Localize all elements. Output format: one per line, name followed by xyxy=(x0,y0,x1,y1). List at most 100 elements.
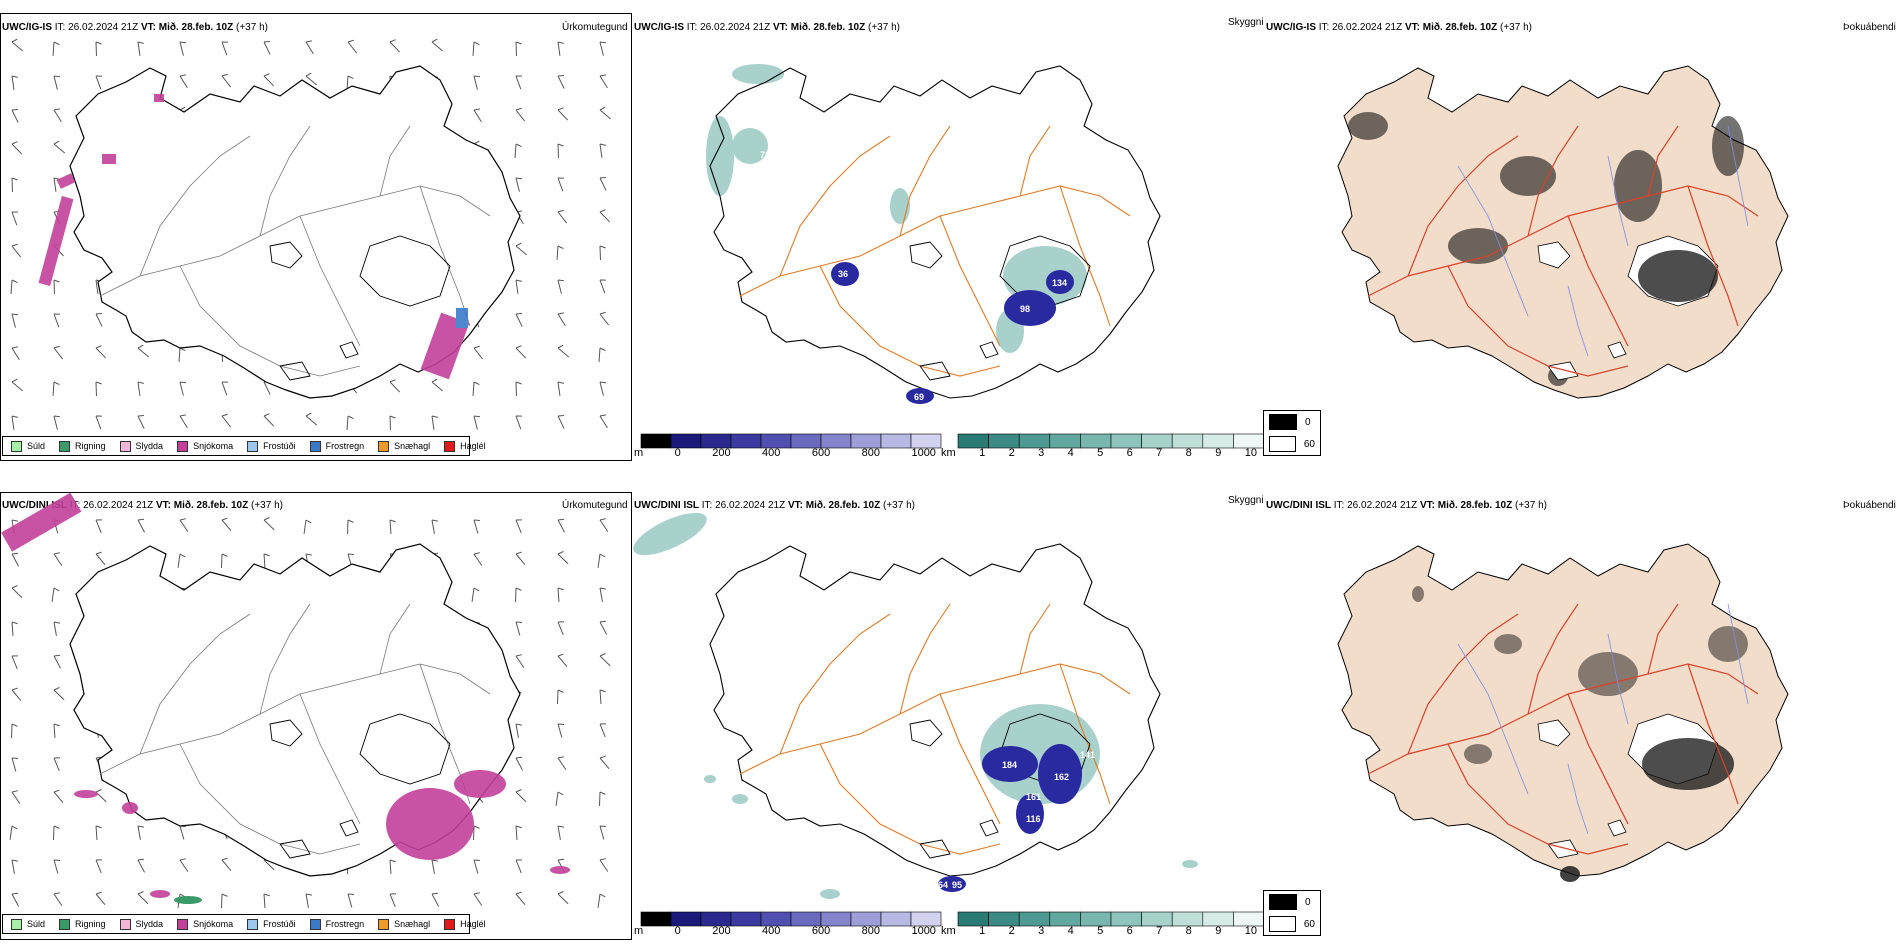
wind-barb-feather xyxy=(11,552,19,555)
init-time: IT: 26.02.2024 21Z xyxy=(1318,22,1403,33)
visibility-ticks: km 1 2 3 4 5 6 7 8 9 10 xyxy=(941,925,1257,937)
wind-barb xyxy=(179,381,184,396)
init-time: IT: 26.02.2024 21Z xyxy=(686,22,771,33)
wind-barb xyxy=(515,177,520,192)
wind-barb xyxy=(95,75,102,90)
tick: 2 xyxy=(1008,447,1015,459)
fog-map-1 xyxy=(1337,65,1789,399)
wind-barb-feather xyxy=(11,859,18,862)
iceland-coastline xyxy=(709,65,1161,399)
legend-item: Slydda xyxy=(119,918,163,930)
wind-barb xyxy=(473,415,478,430)
wind-barb xyxy=(179,41,184,56)
wind-barb xyxy=(11,655,18,670)
wind-barb-feather xyxy=(95,789,102,793)
wind-barb-feather xyxy=(599,620,607,623)
wind-barb xyxy=(11,859,15,874)
lead-time: (+37 h) xyxy=(868,22,900,33)
wind-barb-feather xyxy=(95,551,102,555)
tick: 3 xyxy=(1038,447,1045,459)
wind-barb xyxy=(137,859,146,873)
wind-barb xyxy=(473,859,479,874)
wind-barb-feather xyxy=(599,414,606,417)
wind-barb xyxy=(599,313,610,326)
wind-barb xyxy=(305,41,314,55)
legend-item: Rigning xyxy=(59,440,106,452)
wind-barb-feather xyxy=(599,755,606,759)
tick: 800 xyxy=(861,925,880,937)
colorbar-swatch xyxy=(790,433,822,449)
wind-barb-feather xyxy=(263,413,270,417)
vis-header-2: UWC/DINI ISL IT: 26.02.2024 21Z VT: Mið.… xyxy=(634,500,915,511)
wind-barb xyxy=(389,893,396,908)
wind-barb-feather xyxy=(53,108,60,111)
init-time: IT: 26.02.2024 21Z xyxy=(701,500,786,511)
wind-barb-feather xyxy=(557,312,564,315)
wind-barb-feather xyxy=(347,893,355,896)
colorbar-swatch xyxy=(1110,911,1142,927)
wind-barb-feather xyxy=(11,313,19,316)
wind-barb-feather xyxy=(137,891,144,895)
wind-barb xyxy=(473,75,478,90)
wind-barb-feather xyxy=(515,587,522,591)
wind-barb xyxy=(305,893,309,908)
wind-barb xyxy=(471,587,475,602)
wind-barb-feather xyxy=(515,41,522,45)
wind-barb xyxy=(305,75,318,86)
wind-barb-feather xyxy=(557,344,564,349)
legend-item: Frostregn xyxy=(309,918,364,930)
lead-time: (+37 h) xyxy=(1515,500,1547,511)
wind-barb xyxy=(599,689,602,705)
wind-barb xyxy=(599,757,610,770)
tick: 8 xyxy=(1185,447,1192,459)
roads xyxy=(739,603,1131,855)
roads xyxy=(1367,125,1759,377)
wind-barb xyxy=(515,415,522,430)
tick: 0 xyxy=(674,925,681,937)
wind-barb xyxy=(178,347,181,363)
wind-barb-feather xyxy=(599,74,606,77)
colorbar-swatch xyxy=(1080,433,1112,449)
wind-barb xyxy=(515,791,527,803)
wind-barb xyxy=(599,723,606,738)
wind-barb-feather xyxy=(221,517,228,521)
wind-barb xyxy=(137,825,141,840)
wind-barb xyxy=(599,825,605,840)
wind-barb-feather xyxy=(137,858,145,861)
tick: 2 xyxy=(1008,925,1015,937)
iceland-land xyxy=(1337,543,1789,877)
wind-barb-feather xyxy=(347,75,354,80)
wind-barb-feather xyxy=(305,553,312,556)
wind-barb-feather xyxy=(11,346,18,349)
wind-barb-feather xyxy=(53,381,60,386)
wind-barb-feather xyxy=(263,893,270,897)
snow-patches xyxy=(38,94,470,380)
fog-header-2: UWC/DINI ISL IT: 26.02.2024 21Z VT: Mið.… xyxy=(1266,500,1547,511)
wind-barb-feather xyxy=(599,143,606,146)
depth-label: 72 xyxy=(760,150,770,160)
wind-barb xyxy=(53,655,62,669)
legend-item: Frostúði xyxy=(247,440,296,452)
wind-barb xyxy=(221,381,228,396)
wind-barb xyxy=(431,41,444,52)
wind-barb xyxy=(11,621,14,637)
wind-barb xyxy=(599,655,611,667)
wind-barb xyxy=(177,553,181,568)
wind-barb-feather xyxy=(515,107,522,111)
valid-time: Mið. 28.feb. 10Z xyxy=(805,500,881,511)
wind-barb-feather xyxy=(473,892,480,895)
wind-barb xyxy=(263,859,275,871)
legend-item: Snjókoma xyxy=(177,918,233,930)
wind-barb-feather xyxy=(599,41,607,44)
snow-depth-patches xyxy=(938,744,1082,892)
wind-barb-feather xyxy=(557,891,564,895)
wind-barb-feather xyxy=(473,825,480,829)
wind-barb xyxy=(53,757,60,772)
wind-barb xyxy=(472,381,475,397)
wind-barb xyxy=(95,415,102,430)
valid-label: VT: xyxy=(772,22,788,33)
wind-barb-feather xyxy=(179,381,187,384)
colorbar-swatch xyxy=(850,433,882,449)
wind-barb xyxy=(52,381,55,397)
wind-barb xyxy=(53,313,60,328)
